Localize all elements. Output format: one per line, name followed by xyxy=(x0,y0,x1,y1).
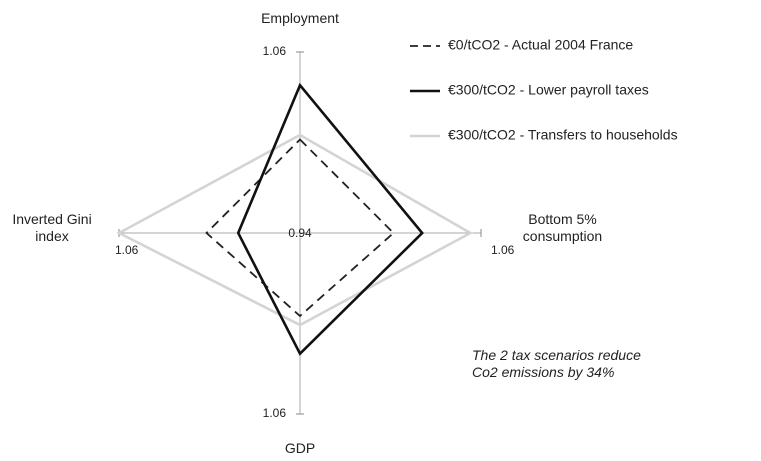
series-line xyxy=(236,82,424,356)
axis-label: GDP xyxy=(284,440,316,456)
axis-label: Inverted Gini index xyxy=(12,211,92,244)
annotation: The 2 tax scenarios reduce Co2 emissions… xyxy=(472,347,641,380)
tick-label: 1.06 xyxy=(263,44,287,58)
tick-label: 1.06 xyxy=(115,243,139,257)
series-line xyxy=(205,138,395,318)
legend-label: €300/tCO2 - Transfers to households xyxy=(448,127,678,143)
tick-label: 0.94 xyxy=(288,226,312,240)
legend-label: €300/tCO2 - Lower payroll taxes xyxy=(448,82,649,98)
tick-label: 1.06 xyxy=(491,243,515,257)
axis-label: Bottom 5% consumption xyxy=(522,211,603,244)
legend-label: €0/tCO2 - Actual 2004 France xyxy=(448,37,633,53)
tick-label: 1.06 xyxy=(263,406,287,420)
axis-label: Employment xyxy=(261,10,339,26)
series-line xyxy=(116,133,474,327)
